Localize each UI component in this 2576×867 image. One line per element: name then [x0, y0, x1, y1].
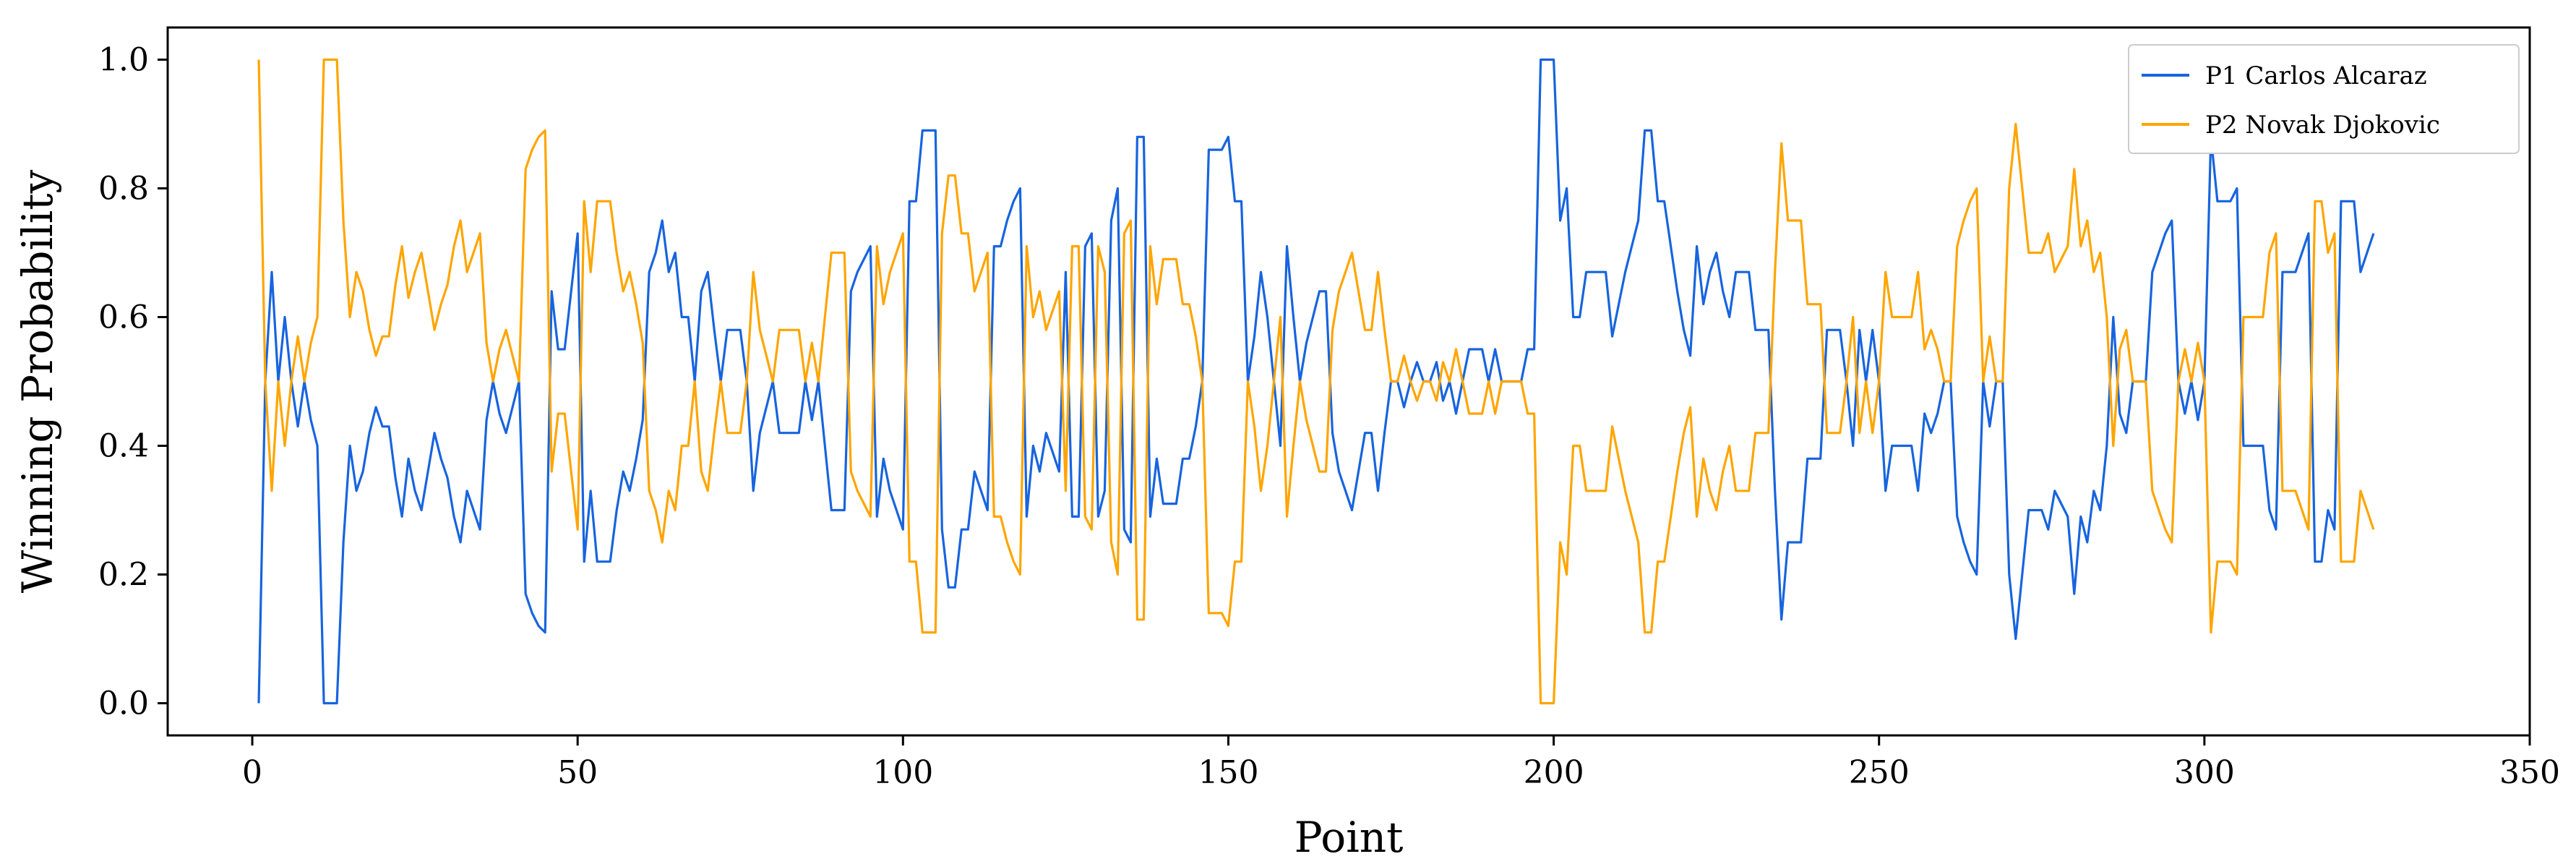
series-line-p1 [257, 58, 2375, 705]
y-tick-label: 1.0 [98, 42, 149, 79]
x-tick-label: 200 [1524, 754, 1584, 791]
x-axis-ticks: 0 50 100 150 200 250 300 350 [242, 735, 2560, 791]
legend-label-p1: P1 Carlos Alcaraz [2205, 61, 2427, 90]
y-axis-ticks: 0.0 0.2 0.4 0.6 0.8 1.0 [98, 42, 168, 722]
x-axis-label: Point [1295, 813, 1404, 862]
y-tick-label: 0.0 [98, 686, 149, 722]
y-axis-label: Winning Probability [13, 169, 62, 593]
x-tick-label: 300 [2174, 754, 2235, 791]
series-line-p2 [257, 58, 2375, 705]
legend-box [2128, 44, 2520, 154]
x-tick-label: 350 [2499, 754, 2560, 791]
y-tick-label: 0.4 [98, 428, 149, 465]
legend-label-p2: P2 Novak Djokovic [2205, 111, 2440, 140]
series-layer [257, 58, 2375, 705]
x-tick-label: 50 [557, 754, 598, 791]
x-tick-label: 100 [872, 754, 933, 791]
y-tick-label: 0.6 [98, 299, 149, 336]
legend: P1 Carlos Alcaraz P2 Novak Djokovic [2128, 44, 2520, 154]
y-tick-label: 0.8 [98, 171, 149, 208]
plot-frame [166, 26, 2531, 737]
x-tick-label: 0 [242, 754, 262, 791]
y-tick-label: 0.2 [98, 557, 149, 594]
x-tick-label: 150 [1198, 754, 1258, 791]
x-tick-label: 250 [1849, 754, 1910, 791]
